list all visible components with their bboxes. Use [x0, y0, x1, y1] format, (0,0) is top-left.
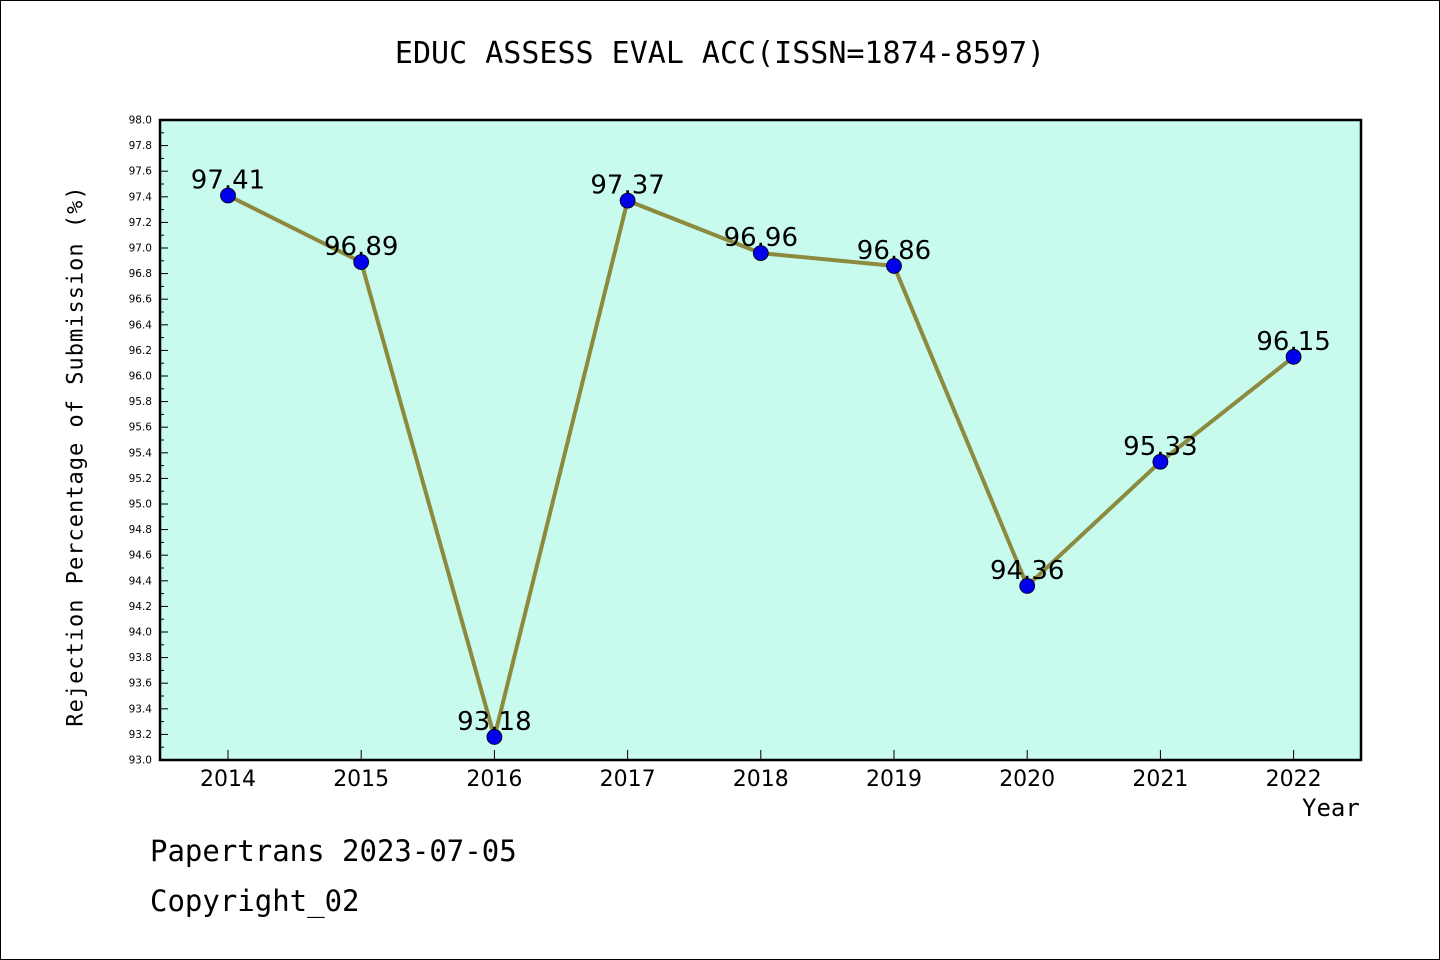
data-label: 96.89 — [324, 232, 398, 262]
y-tick-label: 96.4 — [129, 319, 153, 331]
y-tick-label: 96.8 — [129, 268, 152, 280]
x-tick-label: 2022 — [1266, 767, 1322, 792]
data-label: 94.36 — [990, 556, 1064, 586]
y-tick-label: 95.2 — [129, 473, 152, 485]
y-tick-label: 95.6 — [129, 422, 153, 434]
data-point — [486, 729, 503, 745]
data-point — [1152, 453, 1169, 470]
y-tick-label: 94.0 — [129, 627, 152, 639]
x-tick-label: 2021 — [1132, 767, 1188, 792]
x-tick-label: 2016 — [466, 767, 522, 792]
y-tick-label: 94.4 — [129, 575, 153, 587]
y-tick-label: 95.4 — [129, 447, 153, 459]
x-tick-label: 2017 — [600, 767, 656, 792]
data-label: 97.41 — [191, 166, 265, 196]
y-tick-label: 96.0 — [129, 371, 152, 383]
x-axis: 2014 2015 2016 2017 2018 2019 2020 2021 2022 — [200, 750, 1322, 792]
data-label: 96.15 — [1256, 327, 1330, 357]
data-label: 96.86 — [857, 236, 931, 266]
y-tick-label: 97.2 — [129, 217, 152, 229]
series-layer: 97.41 96.89 93.18 97.37 96.96 96.86 94.36 95.33… — [191, 166, 1331, 745]
y-tick-label: 97.6 — [129, 166, 153, 178]
y-tick-label: 97.8 — [129, 140, 152, 152]
plot-area — [158, 118, 1363, 762]
y-tick-label: 93.6 — [129, 678, 153, 690]
y-axis: 93.0 93.2 93.4 93.6 93.8 94.0 94.2 94.4 94.6 94.8… — [129, 115, 168, 767]
chart-title: EDUC ASSESS EVAL ACC(ISSN=1874-8597) — [394, 36, 1046, 71]
y-tick-label: 93.8 — [129, 652, 152, 664]
y-tick-label: 94.8 — [129, 524, 152, 536]
x-tick-label: 2020 — [999, 767, 1055, 792]
y-tick-label: 97.4 — [129, 191, 153, 203]
data-point — [353, 254, 370, 270]
y-axis-label: Rejection Percentage of Submission (%) — [63, 185, 89, 727]
y-tick-label: 96.2 — [129, 345, 152, 357]
y-tick-label: 93.0 — [129, 755, 152, 767]
y-tick-label: 96.6 — [129, 294, 153, 306]
data-point — [619, 192, 636, 209]
y-tick-label: 97.0 — [129, 243, 152, 255]
data-point — [220, 187, 236, 204]
footer-date: Papertrans 2023-07-05 — [150, 834, 517, 868]
y-tick-label: 94.2 — [129, 601, 152, 613]
data-point — [752, 245, 769, 262]
data-label: 95.33 — [1123, 432, 1197, 462]
y-tick-label: 95.0 — [129, 499, 152, 511]
x-tick-label: 2019 — [866, 767, 922, 792]
data-label: 96.96 — [724, 223, 798, 253]
y-tick-label: 94.6 — [129, 550, 153, 562]
x-tick-label: 2014 — [200, 767, 256, 792]
data-point — [1019, 578, 1036, 594]
y-tick-label: 93.4 — [129, 703, 153, 715]
y-tick-label: 95.8 — [129, 396, 152, 408]
x-tick-label: 2015 — [333, 767, 389, 792]
data-label: 93.18 — [457, 707, 531, 737]
x-axis-label: Year — [1302, 794, 1360, 822]
y-tick-label: 98.0 — [129, 115, 152, 127]
data-point — [886, 258, 902, 274]
footer-copyright: Copyright_02 — [150, 884, 360, 918]
y-tick-label: 93.2 — [129, 729, 152, 741]
data-point — [1285, 348, 1302, 365]
x-tick-label: 2018 — [733, 767, 789, 792]
data-label: 97.37 — [590, 171, 664, 201]
